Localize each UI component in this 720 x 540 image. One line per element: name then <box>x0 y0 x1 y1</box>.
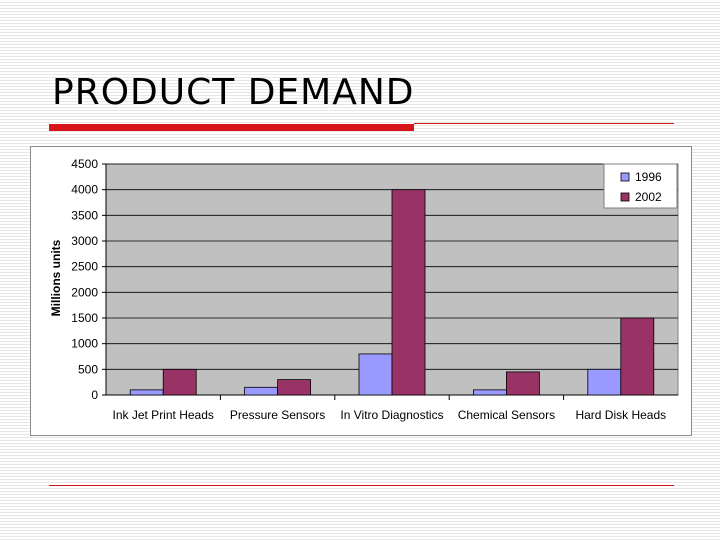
title-underline-bar <box>49 124 414 131</box>
legend-box <box>603 163 678 209</box>
legend-label-2002: 2002 <box>635 190 662 204</box>
footer-divider <box>49 485 674 486</box>
x-tick-label: Ink Jet Print Heads <box>113 408 214 422</box>
plot-area: 0 500 1000 1500 2000 2500 3000 3500 4000 4500 Ink … <box>71 157 679 422</box>
y-tick-label: 1500 <box>71 311 98 325</box>
x-tick-label: Chemical Sensors <box>458 408 555 422</box>
bar-2002 <box>391 189 426 396</box>
bar-2002 <box>505 371 540 396</box>
bar-1996 <box>587 368 622 396</box>
y-tick-label: 3000 <box>71 234 98 248</box>
x-tick-label: Hard Disk Heads <box>575 408 666 422</box>
bar-1996 <box>472 389 507 396</box>
y-tick-label: 2000 <box>71 285 98 299</box>
legend-label-1996: 1996 <box>635 170 662 184</box>
y-tick-label: 0 <box>91 388 98 402</box>
bar-1996 <box>244 386 279 396</box>
x-tick-label: Pressure Sensors <box>230 408 325 422</box>
slide-title: PRODUCT DEMAND <box>52 72 415 113</box>
y-tick-label: 4500 <box>71 157 98 171</box>
y-tick-label: 3500 <box>71 208 98 222</box>
y-axis-label: Millions units <box>49 239 63 316</box>
bar-chart: 0 500 1000 1500 2000 2500 3000 3500 4000 4500 Ink … <box>49 157 679 422</box>
bar-2002 <box>277 379 312 396</box>
legend-swatch-1996 <box>620 172 630 182</box>
y-tick-label: 1000 <box>71 337 98 351</box>
x-tick-label: In Vitro Diagnostics <box>340 408 443 422</box>
bar-2002 <box>620 317 655 396</box>
y-tick-label: 500 <box>78 362 98 376</box>
legend-swatch-2002 <box>620 192 630 202</box>
bar-1996 <box>358 353 393 396</box>
bar-1996 <box>129 389 164 396</box>
title-underline-line <box>414 123 674 124</box>
y-tick-label: 2500 <box>71 260 98 274</box>
bar-2002 <box>162 368 197 396</box>
legend: 1996 2002 <box>603 163 678 209</box>
chart-frame: 0 500 1000 1500 2000 2500 3000 3500 4000 4500 Ink … <box>30 146 692 436</box>
y-tick-label: 4000 <box>71 183 98 197</box>
